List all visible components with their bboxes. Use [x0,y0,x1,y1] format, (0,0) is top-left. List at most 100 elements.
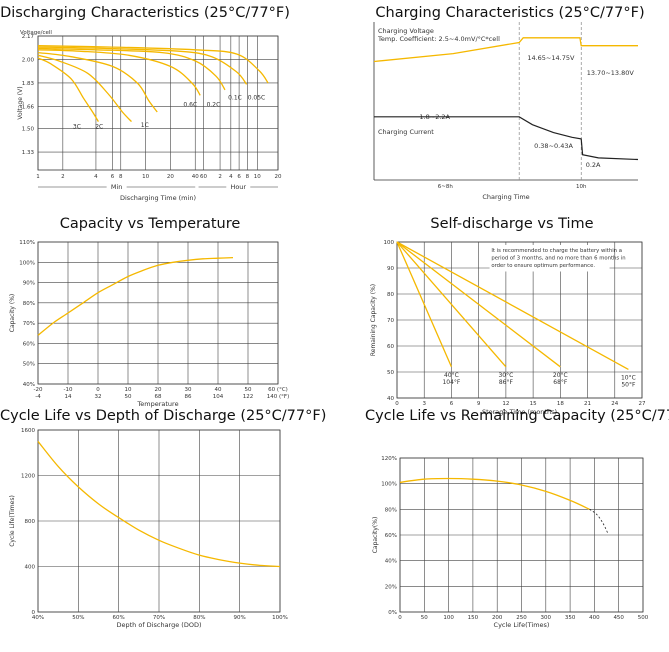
selfdis-xlabel: Storage Time (months) [482,408,557,416]
selfdis-ytick: 80 [387,292,394,298]
captemp-ytick: 40% [23,382,35,388]
captemp-ytick: 50% [23,362,35,368]
cyclecap-ytick: 20% [385,584,397,590]
discharge-ytick: 1.83 [22,81,35,87]
captemp-xtick-f: 14 [65,394,72,400]
selfdis-xtick: 18 [557,401,564,407]
discharge-series-label: 2C [95,124,103,131]
selfdis-xtick: 24 [611,401,618,407]
charging-annot-volt2: 13.70~13.80V [587,69,635,77]
cycledod-chart: 40% 50% 60% 70% 80% 90% 100% 1600 1200 800 400 0 Dep… [9,428,288,629]
discharge-series-label: 3C [73,124,81,131]
captemp-xlabel: Temperature [136,400,178,408]
cyclecap-dash [589,508,609,534]
cyclecap-ytick: 0% [388,610,397,616]
discharge-xtick: 2 [61,174,65,180]
cycledod-xtick: 90% [234,615,246,621]
charging-title: Charging Characteristics (25°C/77°F) [375,5,645,21]
charging-xlabel: Charging Time [482,193,529,201]
charging-xtick: 6~8h [438,184,454,190]
selfdis-label-f: 50°F [621,381,636,388]
captemp-ytick: 60% [23,341,35,347]
discharge-ylabel-top: Voltage/cell [20,30,52,36]
cyclecap-ylabel: Capacity(%) [372,517,379,554]
discharge-ytick: 2.17 [22,34,35,40]
captemp-ytick: 110% [19,240,35,246]
cyclecap-ytick: 40% [385,559,397,565]
captemp-xtick: -20 [34,387,43,393]
selfdis-label-f: 86°F [499,379,514,386]
discharge-xtick: 6 [111,174,115,180]
discharge-xtick: 20 [167,174,174,180]
cycledod-xlabel: Depth of Discharge (DOD) [116,621,201,629]
cyclecap-xtick: 50 [421,615,428,621]
discharge-xtick: 8 [246,174,250,180]
cycledod-panel: Cycle Life vs Depth of Discharge (25°C/7… [0,404,327,644]
captemp-xtick: 10 [125,387,132,393]
selfdis-xtick: 21 [584,401,591,407]
selfdis-ytick: 40 [387,396,394,402]
discharge-series-label: 0.1C [228,95,242,102]
discharge-xtick: 4 [229,174,233,180]
cyclecap-ytick: 100% [381,482,397,488]
charging-annot-current2: 0.38~0.43A [534,142,573,150]
selfdis-line [396,241,507,368]
captemp-ylabel: Capacity (%) [9,294,16,333]
discharge-panel: Discharging Characteristics (25°C/77°F) … [0,0,290,202]
selfdis-title: Self-discharge vs Time [430,216,594,232]
selfdis-xtick: 12 [502,401,509,407]
cycledod-title: Cycle Life vs Depth of Discharge (25°C/7… [0,408,327,424]
selfdis-note-line: It is recommended to charge the battery … [491,248,622,254]
cyclecap-title: Cycle Life vs Remaining Capacity (25°C/7… [365,408,669,424]
cyclecap-chart: 0 50 100 150 200 250 300 350 400 450 500 120% 100% 80… [372,456,649,629]
selfdis-label-c: 30°C [498,372,513,379]
cyclecap-xtick: 200 [492,615,503,621]
discharge-series-0.2C [37,47,226,91]
captemp-xtick-f: 86 [185,394,192,400]
discharge-ytick: 2.00 [22,57,35,63]
selfdis-ytick: 60 [387,344,394,350]
discharge-xtick: 1 [36,174,40,180]
charging-legend-current: Charging Current [378,128,434,136]
cyclecap-panel: Cycle Life vs Remaining Capacity (25°C/7… [365,404,669,644]
selfdis-panel: Self-discharge vs Time 0 3 6 9 12 15 18 21 24 27 1… [362,212,662,416]
cyclecap-ytick: 120% [381,456,397,462]
cyclecap-xlabel: Cycle Life(Times) [494,621,550,629]
cycledod-xtick: 70% [153,615,165,621]
selfdis-ytick: 100 [384,240,395,246]
selfdis-line [396,241,629,370]
captemp-curve [37,256,234,336]
cyclecap-xtick: 450 [613,615,624,621]
charging-panel: Charging Characteristics (25°C/77°F) Cha… [360,0,660,201]
discharge-series-1C [37,51,158,113]
captemp-xtick: 60 (°C) [268,387,288,393]
discharge-series-label: 0.6C [183,101,197,108]
selfdis-ytick: 50 [387,370,394,376]
selfdis-chart: 0 3 6 9 12 15 18 21 24 27 100 90 80 70 60 50 40 Storage T… [370,240,646,416]
discharge-ylabel: Voltage (V) [17,86,24,119]
captemp-xtick: 20 [155,387,162,393]
cyclecap-xtick: 100 [443,615,454,621]
selfdis-xtick: 3 [422,401,426,407]
cycledod-ytick: 1200 [21,474,35,480]
selfdis-xtick: 6 [450,401,454,407]
discharge-min-label: Min [111,183,123,191]
captemp-xtick-f: 68 [155,394,162,400]
selfdis-label-c: 10°C [621,374,636,381]
charging-voltage-line [373,37,638,63]
captemp-ytick: 100% [19,260,35,266]
captemp-xtick: 40 [215,387,222,393]
discharge-series-0.05C [37,45,269,84]
discharge-xtick: 60 [200,174,207,180]
selfdis-ytick: 90 [387,266,394,272]
captemp-ytick: 80% [23,301,35,307]
captemp-xtick-f: 122 [243,394,254,400]
selfdis-line [396,241,452,368]
captemp-xtick: 0 [96,387,100,393]
discharge-series-label: 1C [141,122,149,129]
captemp-xtick-f: -4 [35,394,41,400]
discharge-series-3C [37,57,99,122]
captemp-panel: Capacity vs Temperature -20 -10 0 10 20 30 40 5… [0,212,300,412]
discharge-ytick: 1.50 [22,127,35,133]
charging-annot-current3: 0.2A [586,161,601,169]
